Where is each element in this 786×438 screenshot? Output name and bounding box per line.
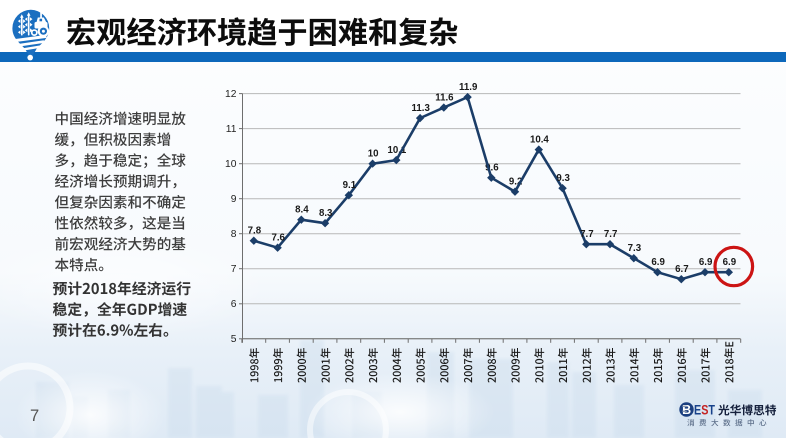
svg-text:B: B [682,403,691,417]
svg-text:6.9: 6.9 [699,257,713,268]
svg-text:10.4: 10.4 [530,134,549,145]
svg-text:11.9: 11.9 [459,82,478,93]
svg-text:8: 8 [231,229,237,240]
svg-text:10: 10 [368,149,379,160]
svg-text:9: 9 [231,194,237,205]
svg-text:11.6: 11.6 [435,92,454,103]
svg-text:8.4: 8.4 [295,205,309,216]
svg-text:6.7: 6.7 [675,264,688,275]
svg-text:6: 6 [231,299,237,310]
svg-text:11: 11 [226,124,237,135]
svg-text:8.3: 8.3 [319,208,333,219]
svg-text:11.3: 11.3 [412,103,431,114]
svg-text:7.7: 7.7 [604,229,617,240]
svg-text:10.1: 10.1 [387,145,406,156]
svg-text:6.9: 6.9 [651,257,665,268]
svg-text:7.8: 7.8 [248,226,262,237]
svg-text:9.1: 9.1 [343,180,357,191]
svg-text:7: 7 [231,264,237,275]
svg-text:6.9: 6.9 [723,257,737,268]
svg-text:9.3: 9.3 [556,173,570,184]
svg-text:9.6: 9.6 [485,163,499,174]
svg-text:9.2: 9.2 [509,177,522,188]
svg-text:7.7: 7.7 [580,229,593,240]
svg-text:7.3: 7.3 [628,243,642,254]
svg-text:EST: EST [694,402,715,418]
svg-text:12: 12 [225,89,237,100]
svg-text:7.6: 7.6 [271,233,285,244]
svg-text:5: 5 [231,334,237,345]
svg-text:10: 10 [225,159,237,170]
